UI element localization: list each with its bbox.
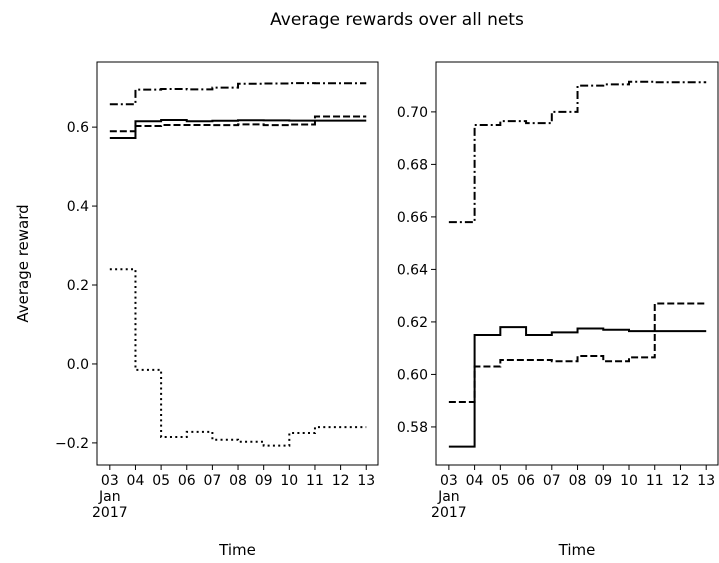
y-tick-label: 0.70 <box>397 105 428 121</box>
x-tick-label: 10 <box>280 473 298 489</box>
x-tick-label: 13 <box>357 473 375 489</box>
series-line <box>109 82 367 106</box>
y-tick-label: 0.62 <box>397 315 428 331</box>
series-line <box>109 268 367 447</box>
y-tick-label: 0.4 <box>67 199 89 215</box>
y-tick-label: 0.64 <box>397 262 428 278</box>
y-tick-label: 0.60 <box>397 367 428 383</box>
x-tick-label: 07 <box>203 473 221 489</box>
x-tick-label: 11 <box>306 473 324 489</box>
figure-title: Average rewards over all nets <box>270 10 524 30</box>
y-tick-label: 0.2 <box>67 278 89 294</box>
x-tick-label: 04 <box>466 473 484 489</box>
series-line <box>109 119 367 139</box>
x-tick-label: 06 <box>178 473 196 489</box>
axes-frame <box>435 61 719 466</box>
y-tick-label: 0.58 <box>397 420 428 436</box>
x-tick-label: 09 <box>594 473 612 489</box>
x-tick-label: 08 <box>229 473 247 489</box>
x-tick-label: 05 <box>491 473 509 489</box>
axes-frame <box>96 61 379 466</box>
x-tick-label: 05 <box>152 473 170 489</box>
x-tick-label: 03 Jan 2017 <box>92 473 128 521</box>
series-line <box>448 302 707 403</box>
x-tick-label: 09 <box>255 473 273 489</box>
x-tick-label: 07 <box>543 473 561 489</box>
y-tick-label: 0.6 <box>67 120 89 136</box>
y-tick-label: 0.68 <box>397 157 428 173</box>
x-tick-label: 03 Jan 2017 <box>431 473 467 521</box>
x-tick-label: 10 <box>620 473 638 489</box>
y-tick-label: 0.0 <box>67 357 89 373</box>
x-tick-label: 12 <box>332 473 350 489</box>
x-tick-label: 04 <box>127 473 145 489</box>
x-tick-label: 13 <box>697 473 715 489</box>
series-line <box>448 326 707 448</box>
x-tick-label: 12 <box>672 473 690 489</box>
series-line <box>109 115 367 133</box>
series-line <box>448 80 707 224</box>
x-tick-label: 06 <box>517 473 535 489</box>
x-tick-label: 11 <box>646 473 664 489</box>
y-axis-label: Average reward <box>14 204 32 322</box>
y-tick-label: −0.2 <box>55 436 89 452</box>
y-tick-label: 0.66 <box>397 210 428 226</box>
x-tick-label: 08 <box>569 473 587 489</box>
x-axis-label: Time <box>558 541 596 559</box>
x-axis-label: Time <box>218 541 256 559</box>
